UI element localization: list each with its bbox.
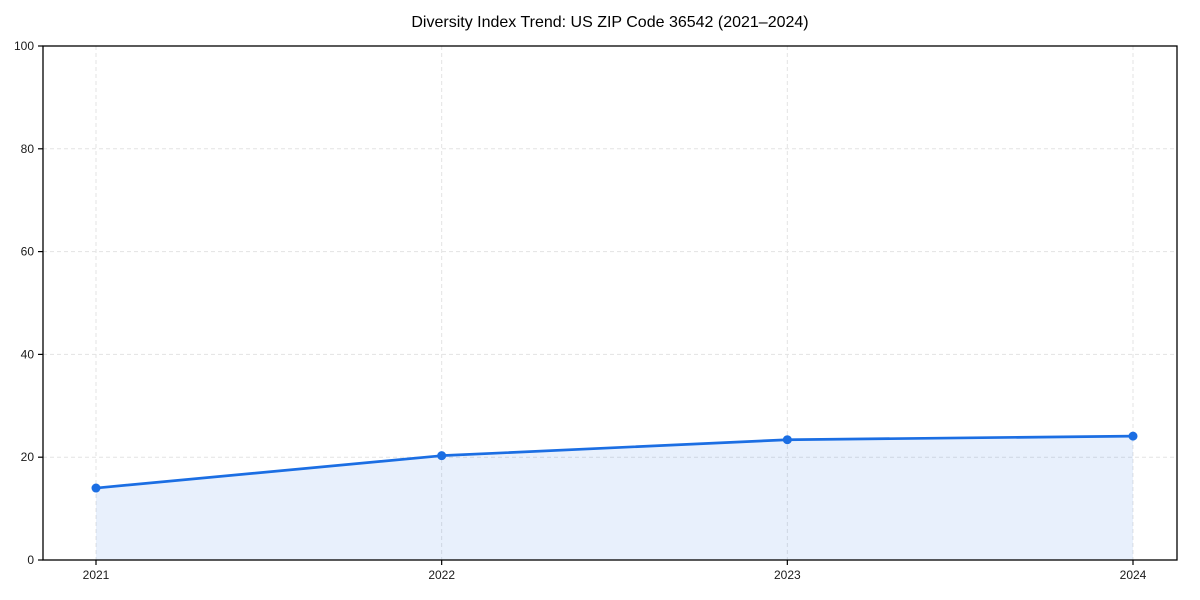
x-tick-label: 2021 [83, 568, 110, 582]
x-tick-label: 2022 [428, 568, 455, 582]
y-tick-label: 0 [27, 553, 34, 567]
trend-line [94, 434, 1135, 490]
data-point-marker [91, 483, 101, 493]
y-tick-label: 80 [21, 142, 35, 156]
data-point-marker [782, 435, 792, 445]
y-tick-label: 100 [14, 39, 34, 53]
x-tick-label: 2023 [774, 568, 801, 582]
chart-title: Diversity Index Trend: US ZIP Code 36542… [411, 14, 809, 31]
y-tick-label: 60 [21, 245, 35, 259]
x-tick-label: 2024 [1120, 568, 1147, 582]
y-tick-label: 40 [21, 347, 35, 361]
data-point-marker [437, 451, 447, 461]
area-fill [96, 436, 1133, 560]
plot-border [42, 45, 1178, 561]
y-tick-label: 20 [21, 450, 35, 464]
data-point-marker [1128, 431, 1138, 441]
